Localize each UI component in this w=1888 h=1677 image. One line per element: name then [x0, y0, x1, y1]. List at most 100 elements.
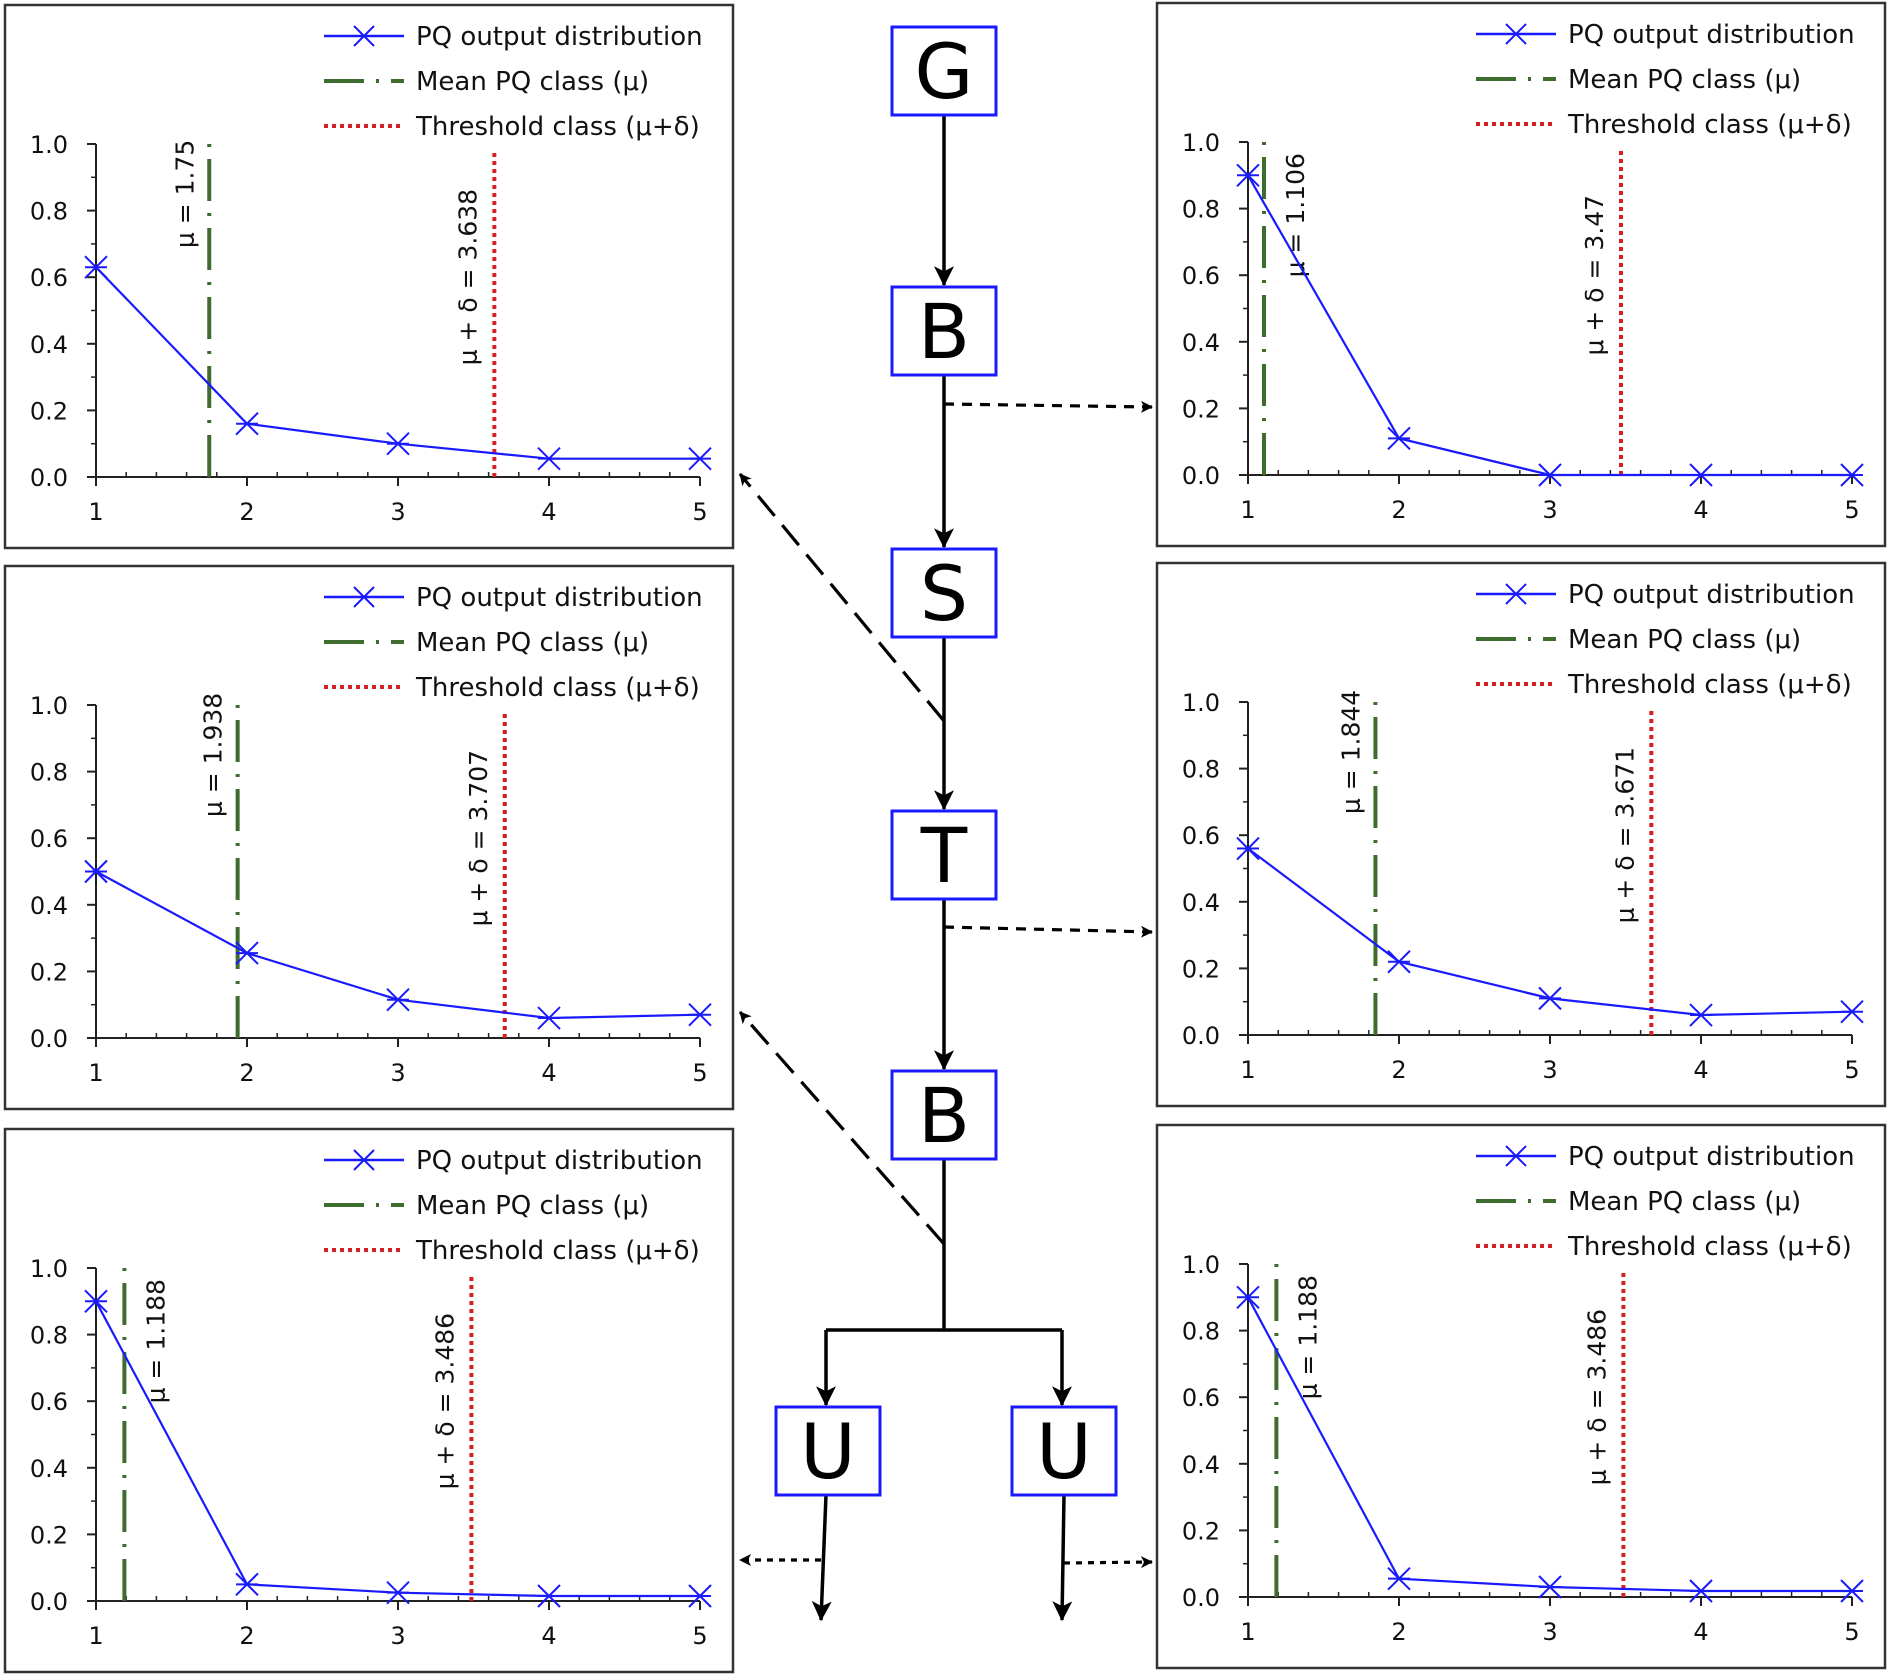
legend-label: Threshold class (μ+δ) [415, 112, 700, 142]
flow-node-u-5: U [774, 1405, 882, 1497]
legend: PQ output distribution Mean PQ class (μ) T… [1476, 1142, 1855, 1262]
y-tick-label: 0.8 [1182, 1318, 1220, 1346]
y-tick-label: 0.6 [1182, 262, 1220, 290]
legend-item-threshold: Threshold class (μ+δ) [324, 1236, 700, 1266]
data-point-5 [1840, 463, 1864, 487]
chart-frame [1155, 561, 1887, 1108]
flow-node-label: B [918, 1071, 970, 1160]
data-point-4 [537, 1584, 561, 1608]
y-tick-label: 0.0 [30, 1588, 68, 1616]
y-tick-label: 0.4 [1182, 1451, 1220, 1479]
x-tick-label: 4 [541, 1059, 556, 1087]
x-tick-label: 1 [1240, 496, 1255, 524]
data-point-4 [1689, 1003, 1713, 1027]
threshold-label: μ + δ = 3.638 [453, 189, 482, 365]
data-point-5 [688, 446, 712, 471]
mean-label: μ = 1.75 [170, 140, 199, 248]
data-point-2 [1387, 1566, 1411, 1591]
legend-label: PQ output distribution [1568, 580, 1855, 610]
flow-dashed-link-2 [943, 925, 1153, 938]
y-tick-label: 0.2 [1182, 1517, 1220, 1545]
legend-label: Threshold class (μ+δ) [1567, 1232, 1852, 1262]
flow-node-label: G [915, 27, 974, 116]
y-tick-label: 0.0 [1182, 1584, 1220, 1612]
chart-frame [3, 3, 735, 550]
legend-label: Mean PQ class (μ) [416, 628, 649, 658]
data-point-4 [537, 1006, 561, 1030]
flow-nodes: G B S T B U U [774, 25, 1118, 1497]
x-tick-label: 5 [1844, 496, 1859, 524]
data-point-4 [537, 446, 561, 471]
legend-label: Mean PQ class (μ) [1568, 1187, 1801, 1217]
flow-node-box [774, 1405, 882, 1497]
y-tick-label: 0.2 [1182, 955, 1220, 983]
legend-item-distribution: PQ output distribution [324, 22, 703, 52]
data-point-3 [1538, 463, 1562, 487]
legend-item-mean: Mean PQ class (μ) [1476, 65, 1801, 95]
x-tick-label: 1 [88, 1622, 103, 1650]
data-point-2 [235, 412, 259, 436]
x-tick-label: 1 [1240, 1056, 1255, 1084]
legend: PQ output distribution Mean PQ class (μ) T… [1476, 20, 1855, 140]
legend-item-threshold: Threshold class (μ+δ) [1476, 1232, 1852, 1262]
x-tick-label: 4 [1693, 1618, 1708, 1646]
chart-panel-6: 0.0 0.2 0.4 0.6 0.8 1.0 1 2 3 4 5 μ = 1.188 μ + δ = … [1155, 1123, 1887, 1670]
legend-label: Threshold class (μ+δ) [415, 1236, 700, 1266]
y-tick-label: 1.0 [30, 1255, 68, 1283]
flow-node-b-1: B [890, 285, 998, 377]
chart-panel-3: 0.0 0.2 0.4 0.6 0.8 1.0 1 2 3 4 5 μ = 1.938 μ + δ = … [3, 564, 735, 1111]
x-tick-label: 1 [1240, 1618, 1255, 1646]
data-point-5 [1840, 999, 1864, 1024]
threshold-label: μ + δ = 3.486 [1582, 1309, 1611, 1485]
data-point-2 [1387, 950, 1411, 974]
y-tick-label: 1.0 [30, 131, 68, 159]
legend-item-distribution: PQ output distribution [1476, 20, 1855, 50]
x-tick-label: 2 [1391, 1618, 1406, 1646]
mean-label: μ = 1.844 [1336, 690, 1365, 814]
data-point-5 [1840, 1579, 1864, 1603]
legend-item-distribution: PQ output distribution [1476, 580, 1855, 610]
y-tick-label: 0.6 [30, 825, 68, 853]
legend-item-threshold: Threshold class (μ+δ) [1476, 670, 1852, 700]
flow-exit-left-arrow [811, 1494, 832, 1622]
y-tick-label: 0.0 [1182, 1022, 1220, 1050]
legend: PQ output distribution Mean PQ class (μ) T… [324, 1146, 703, 1266]
data-point-2 [235, 1572, 259, 1597]
y-tick-label: 1.0 [1182, 689, 1220, 717]
x-tick-label: 2 [1391, 1056, 1406, 1084]
y-tick-label: 0.6 [1182, 1384, 1220, 1412]
flow-node-label: U [1036, 1407, 1092, 1496]
x-tick-label: 3 [1542, 1618, 1557, 1646]
legend-item-threshold: Threshold class (μ+δ) [1476, 110, 1852, 140]
x-tick-label: 2 [239, 498, 254, 526]
flow-exit-right-arrow [1052, 1494, 1073, 1622]
legend-item-threshold: Threshold class (μ+δ) [324, 673, 700, 703]
x-tick-label: 2 [239, 1059, 254, 1087]
x-tick-label: 2 [1391, 496, 1406, 524]
y-tick-label: 0.8 [30, 1322, 68, 1350]
y-tick-label: 0.4 [1182, 889, 1220, 917]
chart-frame [1155, 1, 1887, 548]
threshold-label: μ + δ = 3.486 [430, 1313, 459, 1489]
data-point-4 [1689, 463, 1713, 487]
x-tick-label: 3 [390, 1059, 405, 1087]
legend-label: Mean PQ class (μ) [1568, 625, 1801, 655]
flow-node-label: T [920, 811, 968, 900]
x-tick-label: 3 [390, 1622, 405, 1650]
data-point-1 [1236, 1285, 1260, 1310]
legend-item-threshold: Threshold class (μ+δ) [324, 112, 700, 142]
legend-item-distribution: PQ output distribution [324, 583, 703, 613]
data-point-1 [84, 859, 108, 884]
y-tick-label: 0.8 [1182, 756, 1220, 784]
data-point-1 [1236, 836, 1260, 861]
y-tick-label: 0.2 [1182, 395, 1220, 423]
data-point-3 [386, 431, 410, 456]
flow-dashed-link-0 [943, 400, 1153, 413]
chart-panel-4: 0.0 0.2 0.4 0.6 0.8 1.0 1 2 3 4 5 μ = 1.844 μ + δ = … [1155, 561, 1887, 1108]
legend-item-distribution: PQ output distribution [1476, 1142, 1855, 1172]
data-point-2 [1387, 426, 1411, 451]
flow-node-t-3: T [890, 809, 998, 901]
y-tick-label: 0.6 [30, 1388, 68, 1416]
legend-label: PQ output distribution [1568, 1142, 1855, 1172]
